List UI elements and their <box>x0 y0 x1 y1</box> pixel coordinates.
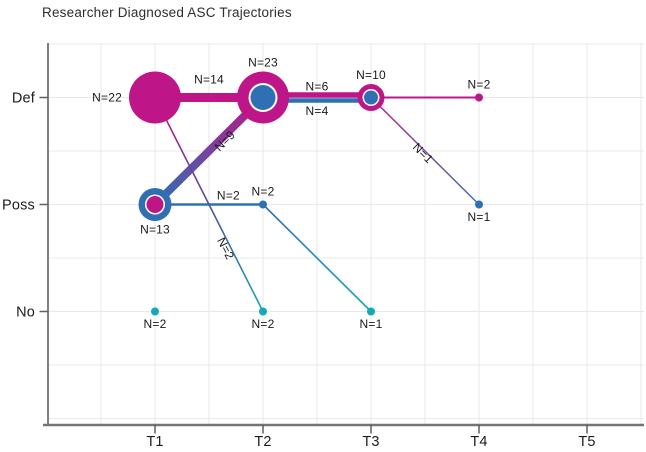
node-label: N=22 <box>92 91 122 105</box>
edge-label: N=2 <box>217 188 240 202</box>
trajectory-node-T2-Poss <box>259 200 267 209</box>
edge-label: N=14 <box>194 73 224 87</box>
trajectory-edge-T1Def-T2No <box>154 96 264 313</box>
edge-label: N=4 <box>306 104 329 118</box>
node-core <box>146 196 164 213</box>
x-tick-label: T4 <box>470 434 487 450</box>
trajectory-edge-T2Poss-T3No <box>262 203 372 313</box>
trajectory-node-T1-No <box>151 307 159 316</box>
node-label: N=2 <box>144 317 167 331</box>
node-label: N=13 <box>140 223 170 237</box>
node-label: N=2 <box>252 317 275 331</box>
trajectory-node-T4-Poss <box>475 200 483 209</box>
node-label: N=1 <box>468 210 491 224</box>
y-tick-label: Def <box>12 91 36 107</box>
chart-title: Researcher Diagnosed ASC Trajectories <box>42 5 292 20</box>
edge-label: N=1 <box>410 140 436 166</box>
axes: Def Poss No T1 T2 T3 T4 T5 <box>2 43 644 450</box>
node-label: N=23 <box>248 56 278 70</box>
node-label: N=2 <box>252 185 275 199</box>
node-labels: N=22 N=23 N=10 N=2 N=13 N=2 N=1 N=2 N=2 N=1 <box>92 56 490 332</box>
x-tick-label: T3 <box>362 434 379 450</box>
trajectory-edge-T3Def-T4Poss <box>370 96 480 206</box>
y-tick-label: No <box>16 305 35 321</box>
node-label: N=10 <box>356 68 386 82</box>
y-tick-label: Poss <box>2 198 35 214</box>
x-tick-label: T5 <box>578 434 595 450</box>
trajectory-node-T2-No <box>259 307 267 316</box>
nodes <box>129 71 483 316</box>
edge-label: N=6 <box>306 79 329 93</box>
trajectory-node-T3-No <box>367 307 375 316</box>
x-tick-label: T2 <box>254 434 271 450</box>
trajectory-node-T4-Def <box>475 93 483 102</box>
node-label: N=2 <box>468 78 491 92</box>
x-tick-label: T1 <box>146 434 163 450</box>
node-core <box>250 85 276 110</box>
trajectory-node-T1-Def <box>129 71 181 124</box>
node-label: N=1 <box>360 317 383 331</box>
node-core <box>364 90 378 105</box>
